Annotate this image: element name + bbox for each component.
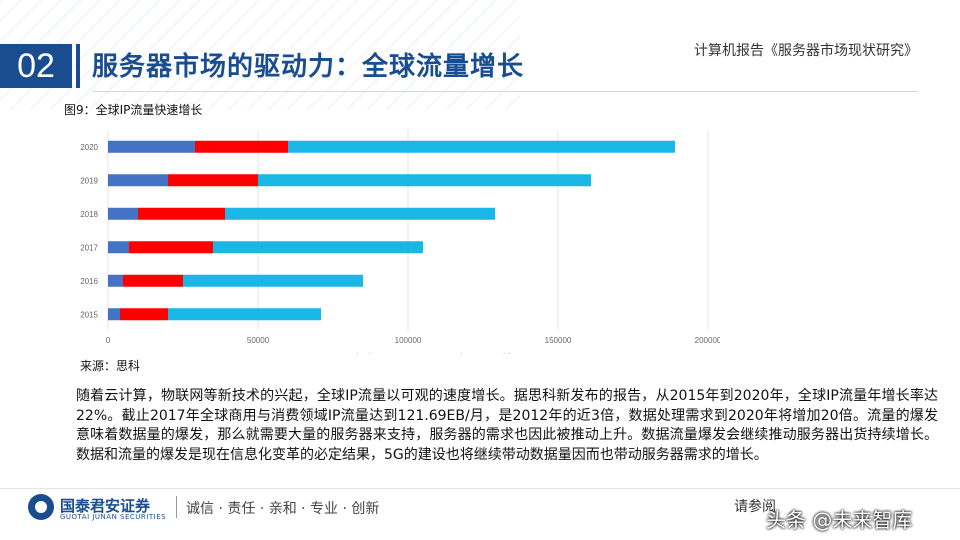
x-tick-label: 0	[106, 336, 111, 345]
bar-fixed-internet-2019	[108, 174, 168, 187]
y-tick-label: 2019	[80, 176, 98, 185]
section-number: 02	[0, 44, 72, 88]
bar-mobile-data-2015	[168, 308, 321, 321]
bar-fixed-internet-2015	[108, 308, 120, 321]
section-divider	[76, 44, 80, 88]
body-paragraph: 随着云计算，物联网等新技术的兴起，全球IP流量以可观的速度增长。据思科新发布的报…	[76, 388, 938, 463]
y-tick-label: 2015	[80, 310, 98, 319]
footer-note: 请参阅	[734, 499, 776, 515]
bar-mobile-data-2019	[258, 174, 591, 187]
y-tick-label: 2020	[80, 143, 98, 152]
company-slogan: 诚信 · 责任 · 亲和 · 专业 · 创新	[186, 501, 380, 517]
bar-managed-ip-2020	[195, 140, 288, 153]
ip-traffic-chart: 0 50000 100000 150000 200000 2015 2016 2017 2018…	[80, 130, 720, 354]
x-tick-label: 150000	[545, 336, 572, 345]
x-tick-label: 100000	[395, 336, 422, 345]
bar-managed-ip-2015	[120, 308, 168, 321]
bar-fixed-internet-2018	[108, 207, 138, 220]
footer-rule	[0, 488, 960, 489]
company-name-en: GUOTAI JUNAN SECURITIES	[60, 513, 167, 521]
bar-managed-ip-2018	[138, 207, 225, 220]
watermark: 头条 @未来智库	[766, 508, 913, 532]
bar-mobile-data-2016	[183, 274, 363, 287]
bar-managed-ip-2016	[123, 274, 183, 287]
legend-label-mobile-data: Mobile Data	[493, 352, 534, 354]
x-tick-label: 50000	[247, 336, 270, 345]
y-tick-label: 2017	[80, 243, 98, 252]
legend-label-fixed-internet: Fixed Internet	[352, 352, 399, 354]
figure-source: 来源：思科	[80, 359, 141, 373]
bar-managed-ip-2017	[129, 241, 213, 254]
report-title: 计算机报告《服务器市场现状研究》	[694, 43, 918, 59]
bar-mobile-data-2017	[213, 241, 423, 254]
bar-fixed-internet-2017	[108, 241, 129, 254]
company-logo-icon	[28, 494, 54, 520]
page-title: 服务器市场的驱动力：全球流量增长	[92, 52, 525, 82]
x-tick-label: 200000	[695, 336, 720, 345]
footer-divider	[176, 496, 177, 518]
figure-caption: 图9：全球IP流量快速增长	[64, 103, 203, 117]
header-rule	[92, 91, 918, 92]
bar-fixed-internet-2016	[108, 274, 123, 287]
bar-managed-ip-2019	[168, 174, 258, 187]
legend-label-managed-ip: Managed IP	[431, 352, 471, 354]
bar-mobile-data-2018	[225, 207, 495, 220]
company-name-cn: 国泰君安证券	[60, 497, 151, 515]
bar-fixed-internet-2020	[108, 140, 195, 153]
bar-mobile-data-2020	[288, 140, 675, 153]
y-tick-label: 2018	[80, 210, 98, 219]
y-tick-label: 2016	[80, 277, 98, 286]
